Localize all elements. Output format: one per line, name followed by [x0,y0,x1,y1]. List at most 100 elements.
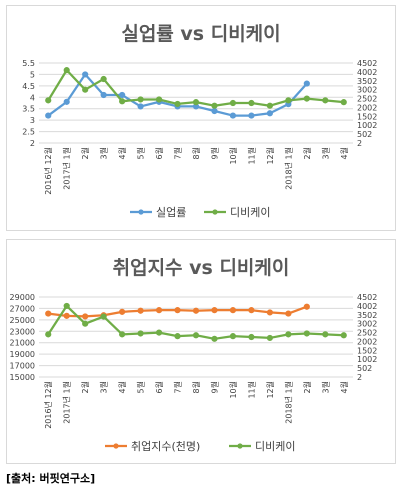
x-tick-label: 4월 [117,147,127,159]
chart-title: 취업지수 vs 디비케이 [113,257,290,279]
data-point [322,331,329,338]
y-right-tick-label: 502 [357,130,372,139]
y-right-tick-label: 4002 [357,302,377,311]
x-tick-label: 9월 [209,381,219,393]
data-point [45,310,52,317]
data-point [155,96,163,103]
y-left-tick-label: 4.5 [22,82,35,91]
x-tick-label: 7월 [173,147,183,159]
chart-panel-unemployment: 실업률 vs 디비케이 2 2.5 3 3.5 4 4.5 5 5.5 2 502 1002 1502 2… [6,5,396,231]
x-tick-label: 11월 [246,147,256,165]
data-point [285,331,292,338]
legend-swatch-marker [237,443,243,449]
legend-swatch-marker [212,209,218,215]
y-right-tick-label: 3002 [357,320,377,329]
legend-item: 실업률 [130,206,186,219]
data-point [192,99,200,106]
data-point [174,333,181,340]
data-point [303,303,310,310]
data-point [137,307,144,314]
y-left-tick-label: 4 [30,93,35,102]
data-point [82,320,89,327]
x-tick-label: 12월 [265,147,275,165]
y-left-tick-label: 2 [30,139,35,148]
data-point [211,335,218,342]
x-tick-label: 2017년 1월 [62,147,72,190]
data-point [119,308,126,315]
data-point [229,112,237,119]
legend-item: 디비케이 [204,206,270,219]
legend-label: 취업지수(천명) [131,439,200,453]
y-left-tick-label: 5 [30,70,35,79]
y-left-tick-label: 2.5 [22,128,35,137]
chart-svg-employment: 취업지수 vs 디비케이 15000 17000 19000 21000 23000 250… [10,257,378,453]
y-left-tick-label: 27000 [10,304,35,313]
data-point [303,95,310,102]
x-tick-label: 2016년 12월 [43,381,53,429]
x-tick-label: 6월 [154,147,164,159]
data-point [340,99,347,106]
data-point [119,331,126,338]
data-point [45,97,52,104]
x-tick-label: 3월 [320,147,330,159]
x-tick-label: 6월 [154,381,164,393]
data-point [266,309,273,316]
legend-label: 디비케이 [230,206,270,219]
x-tick-label: 5월 [136,147,146,159]
data-point [155,329,163,336]
data-point [285,310,292,317]
chart-title: 실업률 vs 디비케이 [121,23,280,45]
x-tick-label: 4월 [117,381,127,393]
x-tick-label: 5월 [136,381,146,393]
x-tick-label: 2018년 1월 [283,147,293,190]
data-point [63,312,70,319]
data-point [174,100,181,108]
data-point [248,99,255,107]
data-point [211,307,218,314]
data-point [137,330,144,337]
y-right-tick-label: 4502 [357,59,377,68]
y-right-tick-label: 1002 [357,121,377,130]
data-point [119,91,126,99]
y-left-tick-label: 3 [30,116,35,125]
data-point [63,302,70,310]
y-right-tick-label: 1502 [357,112,377,121]
data-point [229,307,237,314]
data-point [100,75,107,83]
y-left-tick-label: 29000 [10,293,35,302]
data-point [248,307,255,314]
x-tick-label: 2월 [80,381,90,393]
x-tick-label: 9월 [209,147,219,159]
legend-label: 디비케이 [255,440,295,453]
data-point [82,86,89,93]
data-point [266,102,273,109]
data-point [211,102,218,109]
data-point [45,112,52,119]
legend-label: 실업률 [156,206,186,219]
data-point [229,99,237,107]
data-point [119,98,126,105]
data-point [82,71,89,78]
data-point [192,307,200,314]
y-right-tick-label: 1002 [357,355,377,364]
y-right-tick-label: 3502 [357,311,377,320]
x-tick-label: 2017년 1월 [62,381,72,424]
y-left-tick-label: 15000 [10,373,35,382]
y-left-tick-label: 21000 [10,339,35,348]
legend-item: 취업지수(천명) [105,439,200,453]
data-point [248,112,255,119]
data-point [63,67,70,74]
y-right-tick-label: 3002 [357,86,377,95]
x-tick-label: 4월 [339,147,349,159]
data-point [174,307,181,314]
data-point [100,91,107,99]
x-tick-label: 2월 [80,147,90,159]
x-tick-label: 3월 [99,381,109,393]
data-point [63,98,70,105]
y-right-tick-label: 2502 [357,329,377,338]
y-right-tick-label: 4502 [357,293,377,302]
data-point [248,333,255,341]
data-point [155,307,163,314]
data-point [100,313,107,320]
data-point [340,332,347,339]
